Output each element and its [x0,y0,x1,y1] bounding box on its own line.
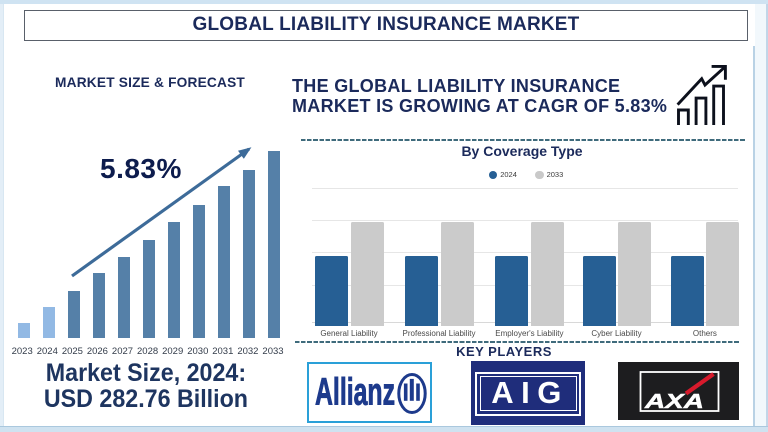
svg-text:AXA: AXA [644,390,704,413]
svg-text:Allianz: Allianz [315,372,395,414]
